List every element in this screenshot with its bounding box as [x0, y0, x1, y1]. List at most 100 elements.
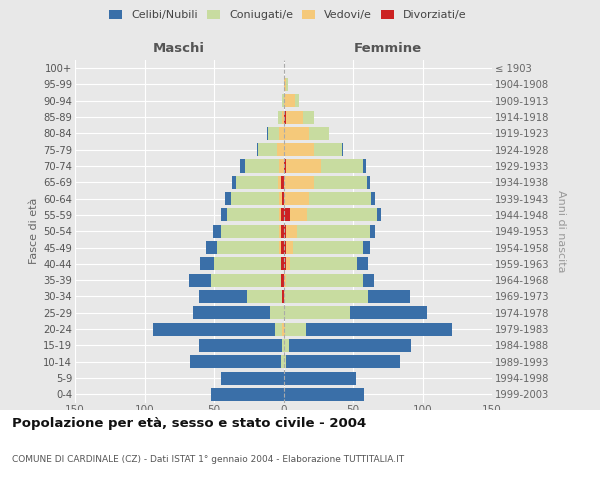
- Bar: [284, 160, 286, 172]
- Bar: [281, 355, 284, 368]
- Bar: [286, 241, 293, 254]
- Bar: [247, 290, 282, 303]
- Bar: [200, 258, 214, 270]
- Bar: [284, 176, 314, 189]
- Bar: [277, 143, 284, 156]
- Bar: [217, 241, 280, 254]
- Bar: [282, 110, 284, 124]
- Bar: [284, 322, 285, 336]
- Bar: [285, 322, 306, 336]
- Bar: [293, 241, 363, 254]
- Bar: [290, 208, 307, 222]
- Bar: [284, 143, 314, 156]
- Text: Femmine: Femmine: [353, 42, 422, 55]
- Bar: [284, 192, 308, 205]
- Bar: [303, 110, 314, 124]
- Y-axis label: Anni di nascita: Anni di nascita: [556, 190, 566, 272]
- Bar: [363, 274, 374, 286]
- Bar: [314, 143, 342, 156]
- Bar: [280, 160, 284, 172]
- Bar: [282, 192, 284, 205]
- Bar: [284, 208, 290, 222]
- Bar: [282, 339, 284, 352]
- Bar: [230, 192, 280, 205]
- Bar: [269, 306, 284, 320]
- Bar: [280, 224, 281, 238]
- Bar: [286, 258, 290, 270]
- Bar: [307, 208, 377, 222]
- Bar: [289, 339, 412, 352]
- Bar: [257, 143, 259, 156]
- Bar: [284, 355, 286, 368]
- Bar: [350, 306, 427, 320]
- Bar: [212, 224, 221, 238]
- Bar: [280, 192, 282, 205]
- Bar: [236, 176, 278, 189]
- Bar: [284, 224, 286, 238]
- Bar: [298, 224, 370, 238]
- Bar: [308, 127, 329, 140]
- Bar: [221, 224, 280, 238]
- Bar: [214, 258, 281, 270]
- Y-axis label: Fasce di età: Fasce di età: [29, 198, 39, 264]
- Bar: [286, 355, 400, 368]
- Text: COMUNE DI CARDINALE (CZ) - Dati ISTAT 1° gennaio 2004 - Elaborazione TUTTITALIA.: COMUNE DI CARDINALE (CZ) - Dati ISTAT 1°…: [12, 455, 404, 464]
- Bar: [295, 94, 299, 108]
- Bar: [267, 127, 268, 140]
- Bar: [280, 241, 281, 254]
- Bar: [370, 224, 375, 238]
- Bar: [211, 388, 284, 401]
- Bar: [193, 306, 269, 320]
- Bar: [342, 143, 343, 156]
- Bar: [321, 160, 363, 172]
- Bar: [286, 160, 321, 172]
- Bar: [280, 127, 284, 140]
- Bar: [199, 339, 282, 352]
- Bar: [284, 241, 286, 254]
- Bar: [281, 176, 284, 189]
- Bar: [285, 290, 368, 303]
- Bar: [284, 388, 364, 401]
- Bar: [281, 224, 284, 238]
- Bar: [377, 208, 381, 222]
- Bar: [245, 160, 280, 172]
- Bar: [282, 322, 284, 336]
- Bar: [284, 78, 286, 91]
- Text: Popolazione per età, sesso e stato civile - 2004: Popolazione per età, sesso e stato civil…: [12, 418, 366, 430]
- Text: Maschi: Maschi: [153, 42, 205, 55]
- Bar: [357, 258, 368, 270]
- Bar: [284, 372, 356, 384]
- Bar: [211, 274, 281, 286]
- Bar: [286, 110, 303, 124]
- Bar: [232, 176, 236, 189]
- Bar: [314, 176, 367, 189]
- Bar: [363, 241, 370, 254]
- Bar: [241, 160, 245, 172]
- Bar: [278, 176, 281, 189]
- Bar: [290, 258, 357, 270]
- Bar: [281, 208, 284, 222]
- Bar: [284, 274, 286, 286]
- Bar: [282, 290, 284, 303]
- Bar: [284, 306, 350, 320]
- Bar: [284, 110, 286, 124]
- Bar: [363, 160, 365, 172]
- Bar: [306, 322, 452, 336]
- Bar: [286, 224, 298, 238]
- Bar: [280, 208, 281, 222]
- Bar: [281, 241, 284, 254]
- Bar: [308, 192, 371, 205]
- Bar: [206, 241, 217, 254]
- Bar: [153, 322, 275, 336]
- Bar: [281, 274, 284, 286]
- Bar: [259, 143, 277, 156]
- Bar: [286, 78, 287, 91]
- Bar: [189, 274, 211, 286]
- Bar: [281, 258, 284, 270]
- Bar: [284, 339, 289, 352]
- Bar: [190, 355, 281, 368]
- Bar: [286, 274, 363, 286]
- Bar: [199, 290, 247, 303]
- Bar: [221, 208, 227, 222]
- Bar: [371, 192, 375, 205]
